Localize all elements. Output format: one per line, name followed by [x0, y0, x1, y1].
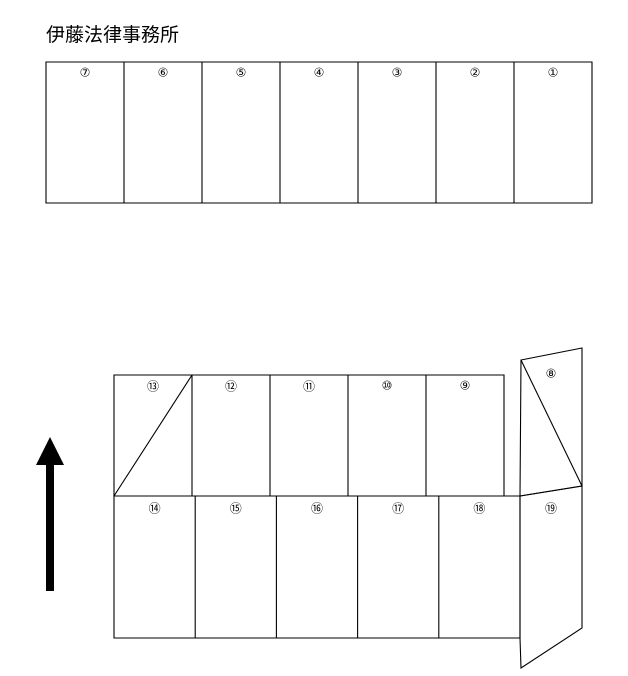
stall-label-top-5: ② [470, 66, 481, 81]
stall-label-mid-3: ⑩ [382, 379, 393, 394]
page-title: 伊藤法律事務所 [46, 20, 179, 47]
parking-diagram [0, 0, 628, 676]
stall-label-bot-0: ⑭ [149, 500, 161, 517]
stall-label-mid-4: ⑨ [460, 379, 471, 394]
stall-label-bot-4: ⑱ [473, 500, 485, 517]
stall-label-top-1: ⑥ [158, 66, 169, 81]
stall-label-top-6: ① [548, 66, 559, 81]
stall-label-mid-1: ⑫ [225, 378, 237, 395]
stall-label-mid-0: ⑬ [147, 378, 159, 395]
stall-label-mid-2: ⑪ [303, 378, 315, 395]
stall-label-top-4: ③ [392, 66, 403, 81]
stall-label-bot-2: ⑯ [311, 500, 323, 517]
stall-label-19: ⑲ [545, 500, 557, 517]
stall-label-8: ⑧ [546, 367, 557, 382]
stall-label-bot-1: ⑮ [230, 500, 242, 517]
stall-label-top-0: ⑦ [80, 66, 91, 81]
stall-label-top-3: ④ [314, 66, 325, 81]
stall-label-bot-3: ⑰ [392, 500, 404, 517]
stall-label-top-2: ⑤ [236, 66, 247, 81]
